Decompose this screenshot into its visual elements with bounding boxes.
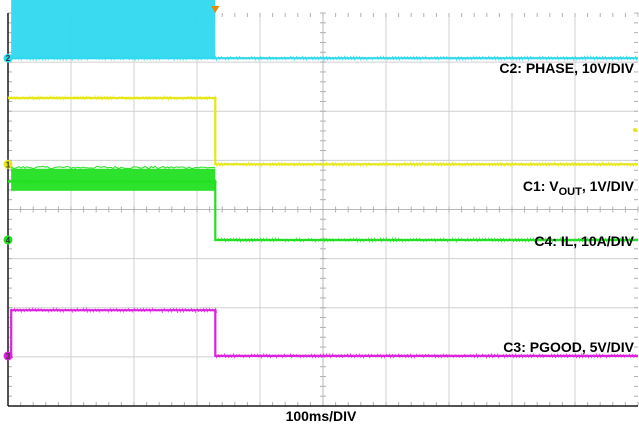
ground-marker-1 <box>3 159 13 169</box>
trace-labels: C2: PHASE, 10V/DIV C1: VOUT, 1V/DIV C4: … <box>499 60 634 355</box>
switching-band <box>11 0 216 59</box>
ground-marker-2 <box>3 53 13 63</box>
ground-markers: 2 1 4 3 <box>3 53 637 361</box>
trace-2 <box>8 180 638 242</box>
switching-band-edge <box>10 165 216 170</box>
ground-marker-3 <box>3 351 13 361</box>
switching-bands <box>10 0 216 191</box>
trigger-arrow <box>211 6 220 13</box>
timebase-label: 100ms/DIV <box>286 408 357 424</box>
ground-marker-label-1: 1 <box>6 160 11 169</box>
trace-label-vout: C1: VOUT, 1V/DIV <box>523 178 635 198</box>
trace-label-phase: C2: PHASE, 10V/DIV <box>499 60 634 76</box>
traces <box>7 55 638 359</box>
ground-marker-label-2: 2 <box>6 54 11 63</box>
vout-label-suffix: , 1V/DIV <box>582 178 635 194</box>
trace-label-pgood: C3: PGOOD, 5V/DIV <box>503 339 634 355</box>
trace-label-il: C4: IL, 10A/DIV <box>534 233 634 249</box>
vout-label-subscript: OUT <box>559 186 583 198</box>
trace-noise-2 <box>7 178 638 243</box>
level-marker-right <box>633 127 637 132</box>
ground-marker-label-4: 4 <box>6 236 11 245</box>
vout-label-prefix: C1: V <box>523 178 559 194</box>
ground-marker-4 <box>3 235 13 245</box>
trigger-marker <box>211 6 220 13</box>
ground-marker-label-3: 3 <box>6 352 11 361</box>
trace-noise-1 <box>7 95 638 168</box>
